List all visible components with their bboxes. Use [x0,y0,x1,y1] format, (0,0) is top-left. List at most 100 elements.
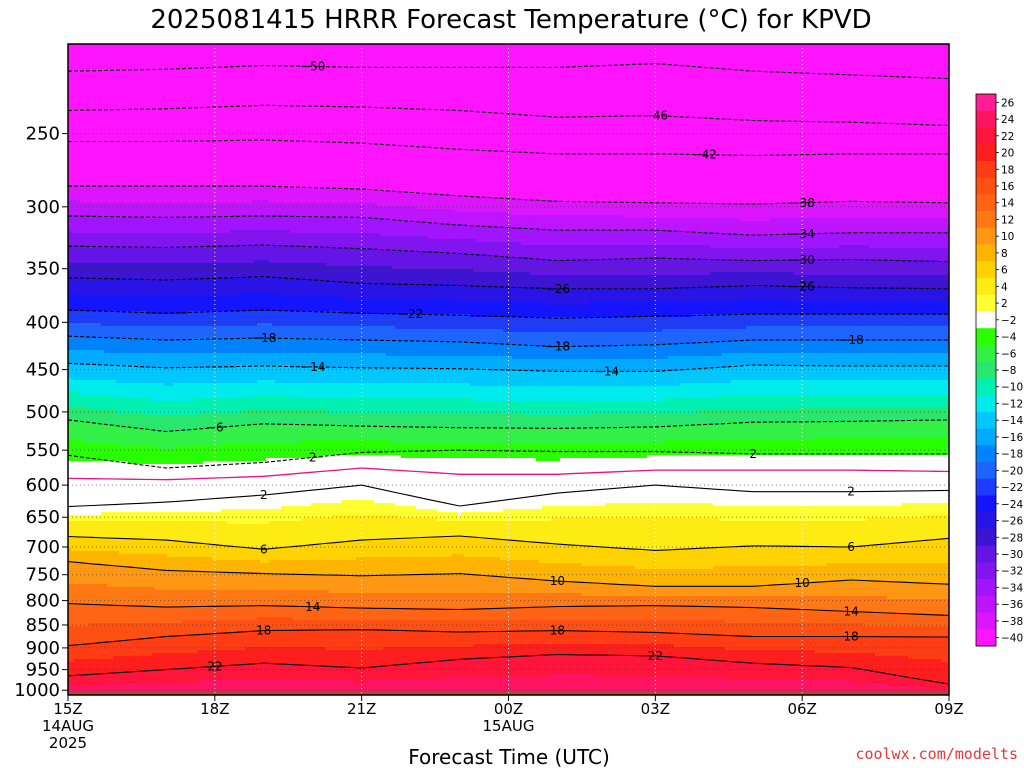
temperature-band [170,263,174,282]
temperature-band [302,368,306,384]
temperature-band [506,608,510,621]
temperature-band [479,575,483,594]
temperature-band [83,215,87,234]
temperature-band [194,398,198,417]
temperature-band [122,566,126,588]
temperature-band [353,44,357,189]
temperature-band [215,545,219,561]
temperature-band [338,296,342,312]
temperature-band [119,278,123,297]
temperature-band [107,326,111,339]
temperature-band [167,635,171,654]
temperature-band [287,560,291,576]
temperature-band [434,509,438,519]
temperature-band [404,314,408,330]
temperature-band [200,203,204,219]
temperature-band [164,416,168,432]
temperature-band [98,521,102,540]
temperature-band [281,647,285,666]
temperature-band [494,521,498,540]
temperature-band [383,314,387,327]
temperature-band [149,185,153,204]
temperature-band [491,608,495,621]
temperature-band [131,554,135,567]
temperature-band [167,521,171,540]
temperature-band [365,608,369,621]
temperature-band [254,443,258,462]
temperature-band [218,620,222,633]
temperature-band [410,329,414,342]
temperature-band [107,410,111,426]
temperature-band [464,287,468,303]
temperature-band [296,383,300,399]
temperature-band [179,314,183,327]
temperature-band [278,278,282,294]
temperature-band [383,191,387,207]
temperature-band [398,44,402,192]
temperature-band [218,311,222,327]
temperature-band [140,278,144,297]
temperature-band [308,560,312,576]
temperature-band [149,623,153,639]
temperature-band [353,668,357,684]
temperature-band [194,464,198,513]
temperature-band [416,299,420,315]
temperature-band [410,428,414,444]
temperature-band [113,380,117,399]
temperature-band [98,215,102,234]
temperature-band [218,326,222,339]
temperature-band [392,515,396,540]
temperature-band [119,398,123,414]
temperature-band [227,560,231,573]
temperature-band [350,284,354,300]
temperature-band [161,368,165,384]
temperature-band [71,200,75,216]
temperature-band [476,575,480,594]
temperature-band [326,233,330,249]
temperature-band [248,245,252,264]
temperature-band [227,605,231,621]
temperature-band [419,314,423,330]
temperature-band [134,413,138,429]
temperature-band [185,326,189,342]
temperature-band [428,575,432,594]
temperature-band [413,194,417,207]
temperature-band [428,680,432,695]
temperature-band [380,341,384,354]
temperature-band [473,317,477,330]
temperature-band [77,515,81,522]
temperature-band [443,368,447,384]
temperature-band [446,209,450,225]
temperature-band [413,236,417,252]
temperature-band [521,332,525,345]
temperature-band [113,311,117,327]
temperature-band [242,311,246,327]
temperature-band [395,629,399,648]
temperature-band [227,218,231,234]
temperature-band [278,548,282,561]
temperature-band [83,203,87,216]
temperature-band [365,515,369,540]
temperature-band [128,185,132,204]
temperature-band [101,584,105,606]
temperature-band [500,458,504,513]
temperature-band [350,326,354,342]
temperature-band [278,383,282,396]
temperature-band [380,266,384,285]
temperature-band [176,521,180,543]
temperature-band [197,542,201,558]
temperature-band [134,446,138,465]
temperature-band [257,215,261,231]
temperature-band [263,185,267,201]
temperature-band [116,326,120,339]
temperature-band [293,215,297,234]
temperature-band [293,326,297,339]
temperature-band [188,608,192,621]
temperature-band [269,278,273,294]
temperature-band [170,185,174,204]
temperature-band [332,44,336,189]
temperature-band [464,341,468,357]
temperature-band [215,338,219,354]
temperature-band [158,623,162,639]
temperature-band [203,353,207,369]
